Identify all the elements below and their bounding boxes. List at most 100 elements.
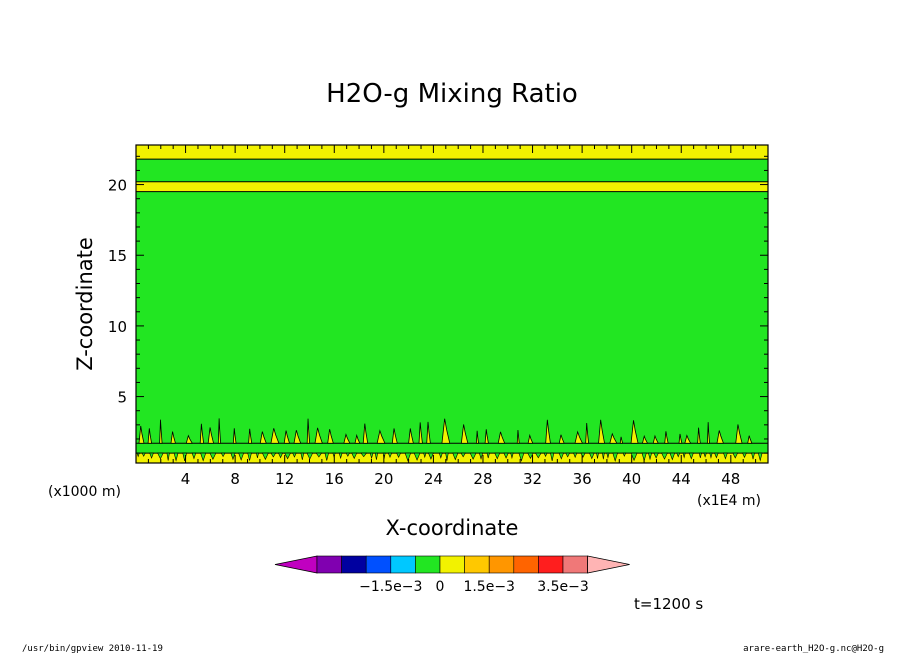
x-axis-label: X-coordinate: [386, 516, 519, 540]
perturbation-wiggle: [661, 452, 668, 460]
perturbation-wiggle: [292, 452, 297, 458]
perturbation-wiggle: [518, 452, 525, 462]
perturbation-wiggle: [374, 452, 379, 460]
perturbation-wiggle: [723, 452, 728, 460]
perturbation-wiggle: [369, 452, 374, 460]
plot-area: [136, 145, 768, 463]
perturbation-wiggle: [534, 452, 542, 459]
perturbation-wiggle: [300, 452, 305, 460]
colorbar-swatch: [538, 555, 564, 574]
x-tick-label: 4: [181, 470, 191, 488]
perturbation-blob: [527, 433, 534, 444]
perturbation-blob: [306, 418, 311, 444]
region-gap: [136, 159, 768, 182]
perturbation-blob: [185, 434, 193, 444]
colorbar: −1.5e−3 0 1.5e−3 3.5e−3: [274, 555, 630, 595]
colorbar-swatch: [341, 555, 367, 574]
perturbation-wiggle: [503, 452, 509, 459]
perturbation-wiggle: [573, 452, 578, 459]
time-label: t=1200 s: [634, 595, 703, 613]
perturbation-wiggle: [413, 452, 421, 461]
perturbation-blob: [441, 418, 451, 444]
perturbation-blob: [270, 428, 280, 444]
x-tick-label: 12: [275, 470, 294, 488]
perturbation-blob: [376, 429, 386, 444]
colorbar-swatch: [415, 555, 441, 574]
perturbation-wiggle: [742, 452, 747, 459]
perturbation-blob: [716, 430, 725, 444]
x-unit-left: (x1000 m): [48, 484, 121, 500]
perturbation-blob: [354, 433, 361, 444]
perturbation-wiggle: [527, 452, 534, 459]
x-tick-label: 48: [721, 470, 740, 488]
perturbation-wiggle: [558, 452, 564, 460]
perturbation-wiggle: [149, 452, 154, 459]
perturbation-blob: [664, 431, 669, 444]
perturbation-wiggle: [653, 452, 659, 459]
colorbar-max-arrow: [587, 555, 630, 574]
footer-left: /usr/bin/gpview 2010-11-19: [22, 644, 163, 654]
perturbation-wiggle: [452, 452, 459, 461]
perturbation-blob: [574, 430, 584, 444]
perturbation-wiggle: [601, 452, 605, 460]
perturbation-blob: [630, 420, 639, 444]
perturbation-blob: [545, 419, 551, 444]
perturbation-wiggle: [255, 452, 259, 459]
x-tick-label: 20: [374, 470, 393, 488]
perturbation-blob: [684, 434, 692, 444]
perturbation-blob: [735, 424, 743, 444]
perturbation-blob: [475, 430, 479, 444]
perturbation-wiggle: [338, 452, 343, 460]
perturbation-wiggle: [396, 452, 402, 458]
perturbation-wiggle: [688, 452, 694, 460]
region-top-band: [136, 145, 768, 160]
perturbation-blob: [391, 428, 398, 444]
perturbation-wiggle: [648, 452, 653, 461]
perturbation-blob: [362, 423, 369, 444]
perturbation-wiggle: [230, 452, 236, 461]
perturbation-wiggle: [622, 452, 627, 457]
perturbation-wiggle: [238, 452, 245, 461]
perturbation-wiggle: [460, 452, 466, 458]
perturbation-wiggle: [345, 452, 351, 457]
perturbation-wiggle: [543, 452, 548, 458]
perturbation-wiggle: [698, 452, 702, 458]
perturbation-blob: [426, 421, 431, 444]
perturbation-wiggle: [191, 452, 197, 460]
perturbation-wiggle: [209, 452, 217, 460]
perturbation-blob: [516, 429, 520, 444]
perturbation-blob: [418, 422, 423, 444]
x-tick-label: 44: [672, 470, 691, 488]
perturbation-blob: [497, 431, 506, 444]
perturbation-blob: [343, 433, 351, 444]
perturbation-wiggle: [306, 452, 314, 460]
perturbation-wiggle: [261, 452, 269, 461]
perturbation-wiggle: [247, 452, 252, 461]
plot-frame: [135, 144, 769, 464]
region-near-surface-band: [136, 443, 768, 454]
perturbation-wiggle: [565, 452, 571, 458]
perturbation-wiggle: [478, 452, 484, 460]
perturbation-blob: [283, 430, 291, 444]
perturbation-wiggle: [732, 452, 739, 459]
perturbation-blob: [232, 428, 237, 444]
perturbation-wiggle: [612, 452, 618, 462]
x-unit-right: (x1E4 m): [697, 493, 761, 509]
colorbar-swatch: [390, 555, 416, 574]
perturbation-blob: [408, 428, 414, 444]
colorbar-swatch: [464, 555, 490, 574]
colorbar-min-arrow: [274, 555, 318, 574]
perturbation-wiggle: [550, 452, 555, 462]
y-tick-label: 5: [117, 389, 127, 407]
perturbation-wiggle: [606, 452, 610, 459]
perturbation-blob: [460, 424, 469, 444]
perturbation-wiggle: [445, 452, 449, 461]
perturbation-blob: [484, 429, 489, 444]
y-axis-label: Z-coordinate: [73, 237, 97, 371]
y-tick-label: 10: [108, 318, 127, 336]
perturbation-wiggle: [278, 452, 284, 459]
perturbation-blob: [138, 425, 145, 444]
perturbation-blob: [207, 427, 215, 444]
colorbar-swatch: [365, 555, 392, 574]
